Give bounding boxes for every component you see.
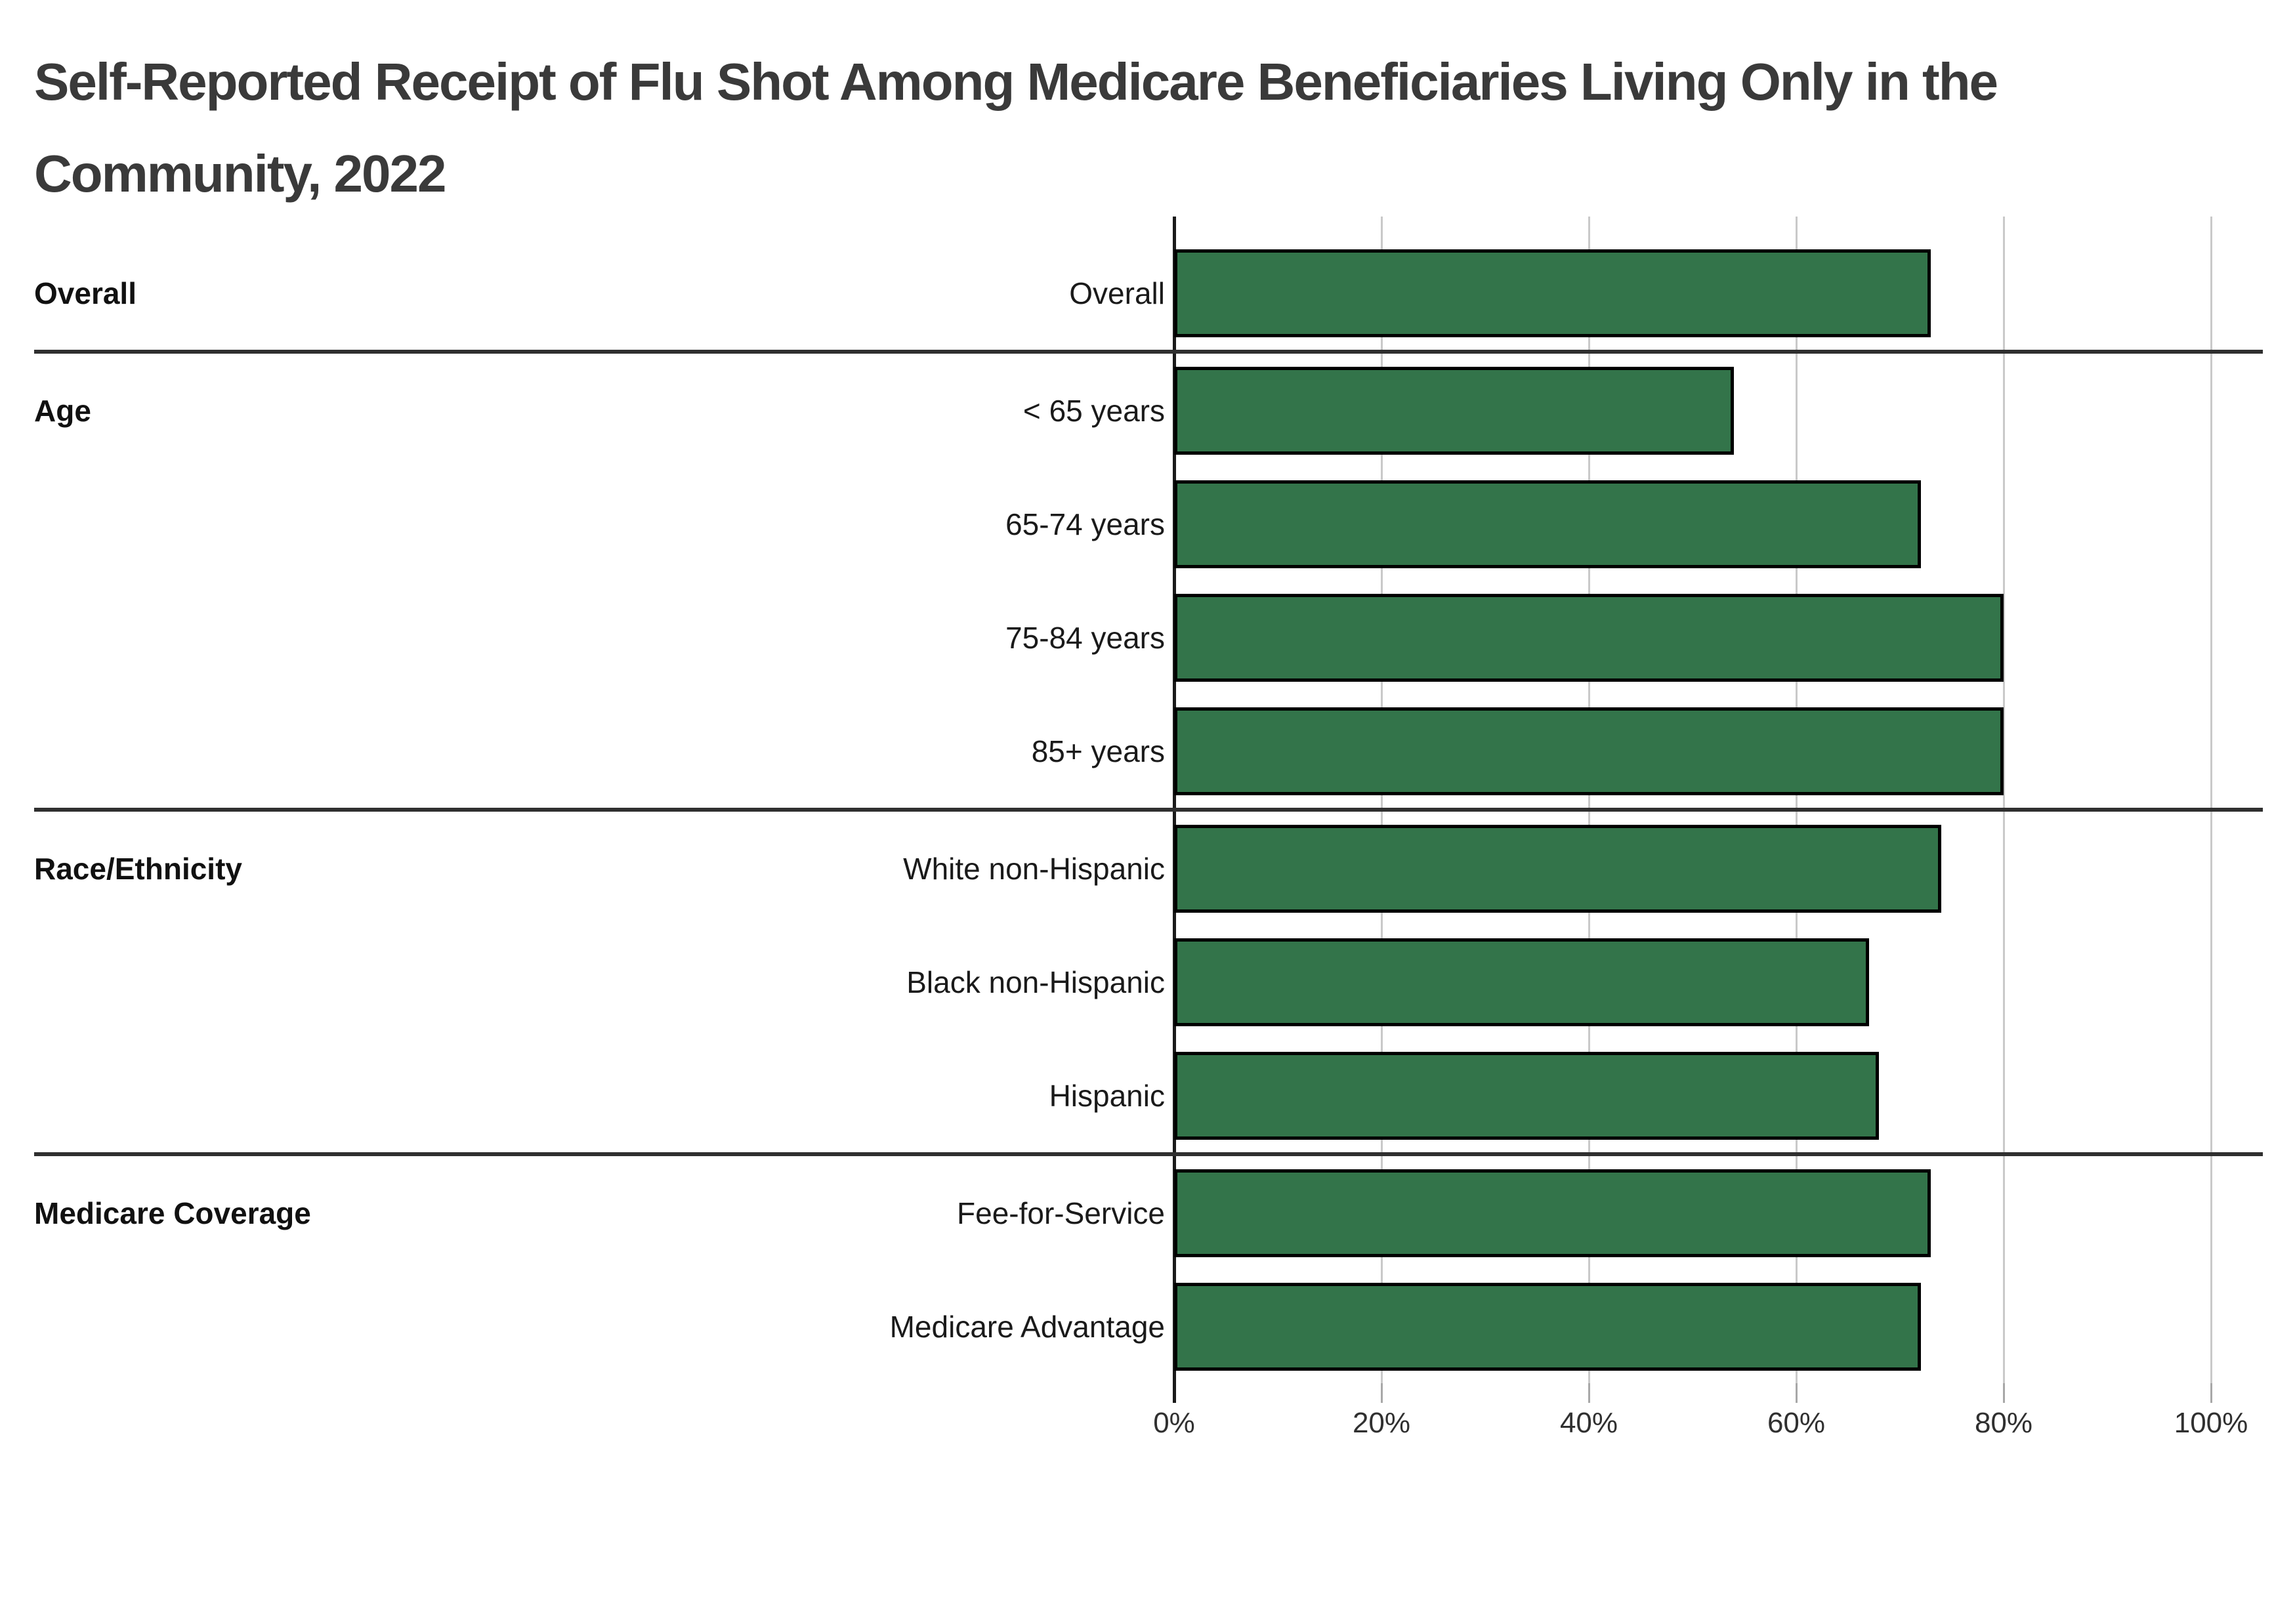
category-label: 75-84 years [1005, 620, 1165, 655]
chart-title-line2: Community, 2022 [34, 144, 446, 203]
chart-title-line1: Self-Reported Receipt of Flu Shot Among … [34, 52, 1998, 111]
bar-row: Overall Overall [0, 236, 2274, 350]
category-label: < 65 years [1022, 393, 1165, 428]
tick-mark-60% [1795, 1383, 1798, 1403]
bar-row: Medicare Advantage [0, 1270, 2274, 1383]
gridline-20% [1380, 217, 1383, 1383]
x-tick-label-80%: 80% [1974, 1407, 2033, 1439]
category-label: Hispanic [1049, 1078, 1165, 1113]
group-separator [34, 1152, 2263, 1156]
group-separator [34, 808, 2263, 812]
group-label: Medicare Coverage [34, 1196, 311, 1230]
bar [1174, 249, 1931, 337]
gridline-40% [1588, 217, 1590, 1383]
bar [1174, 1051, 1880, 1140]
bar [1174, 707, 2004, 795]
x-tick-label-40%: 40% [1559, 1407, 1618, 1439]
bar-row: Hispanic [0, 1039, 2274, 1152]
category-label: White non-Hispanic [903, 851, 1165, 886]
group-label: Overall [34, 276, 137, 310]
bar [1174, 480, 1921, 568]
bar-row: 85+ years [0, 694, 2274, 808]
x-tick-label-20%: 20% [1352, 1407, 1411, 1439]
bar-row: Black non-Hispanic [0, 925, 2274, 1039]
category-label: 85+ years [1031, 734, 1165, 768]
x-tick-label-60%: 60% [1767, 1407, 1826, 1439]
category-label: Fee-for-Service [957, 1196, 1165, 1230]
category-label: Medicare Advantage [889, 1309, 1165, 1344]
category-label: Overall [1069, 276, 1165, 310]
chart-title: Self-Reported Receipt of Flu Shot Among … [34, 36, 1998, 220]
bar [1174, 366, 1735, 455]
bar-row: 75-84 years [0, 581, 2274, 694]
category-label: 65-74 years [1005, 507, 1165, 541]
bar [1174, 1169, 1931, 1257]
bar-row: 65-74 years [0, 467, 2274, 581]
bar-row: Race/Ethnicity White non-Hispanic [0, 812, 2274, 925]
chart-rows: Overall Overall Age < 65 years 65-74 years 75… [0, 236, 2274, 1383]
gridline-100% [2210, 217, 2212, 1383]
bar [1174, 938, 1869, 1026]
bar-row: Medicare Coverage Fee-for-Service [0, 1156, 2274, 1270]
tick-mark-100% [2210, 1383, 2212, 1403]
gridline-80% [2002, 217, 2005, 1383]
group-separator [34, 350, 2263, 354]
category-label: Black non-Hispanic [906, 965, 1165, 999]
tick-mark-40% [1588, 1383, 1590, 1403]
x-tick-label-0%: 0% [1153, 1407, 1195, 1439]
tick-mark-20% [1380, 1383, 1383, 1403]
bar-chart: 0% 20% 40% 60% 80% 100% Overall Overall Age < 65… [0, 217, 2274, 1463]
bar-row: Age < 65 years [0, 354, 2274, 467]
gridline-60% [1795, 217, 1798, 1383]
bar [1174, 1282, 1921, 1371]
group-label: Race/Ethnicity [34, 851, 242, 886]
bar [1174, 824, 1942, 913]
tick-mark-80% [2002, 1383, 2005, 1403]
group-label: Age [34, 393, 91, 428]
bar [1174, 593, 2004, 682]
x-tick-label-100%: 100% [2174, 1407, 2248, 1439]
